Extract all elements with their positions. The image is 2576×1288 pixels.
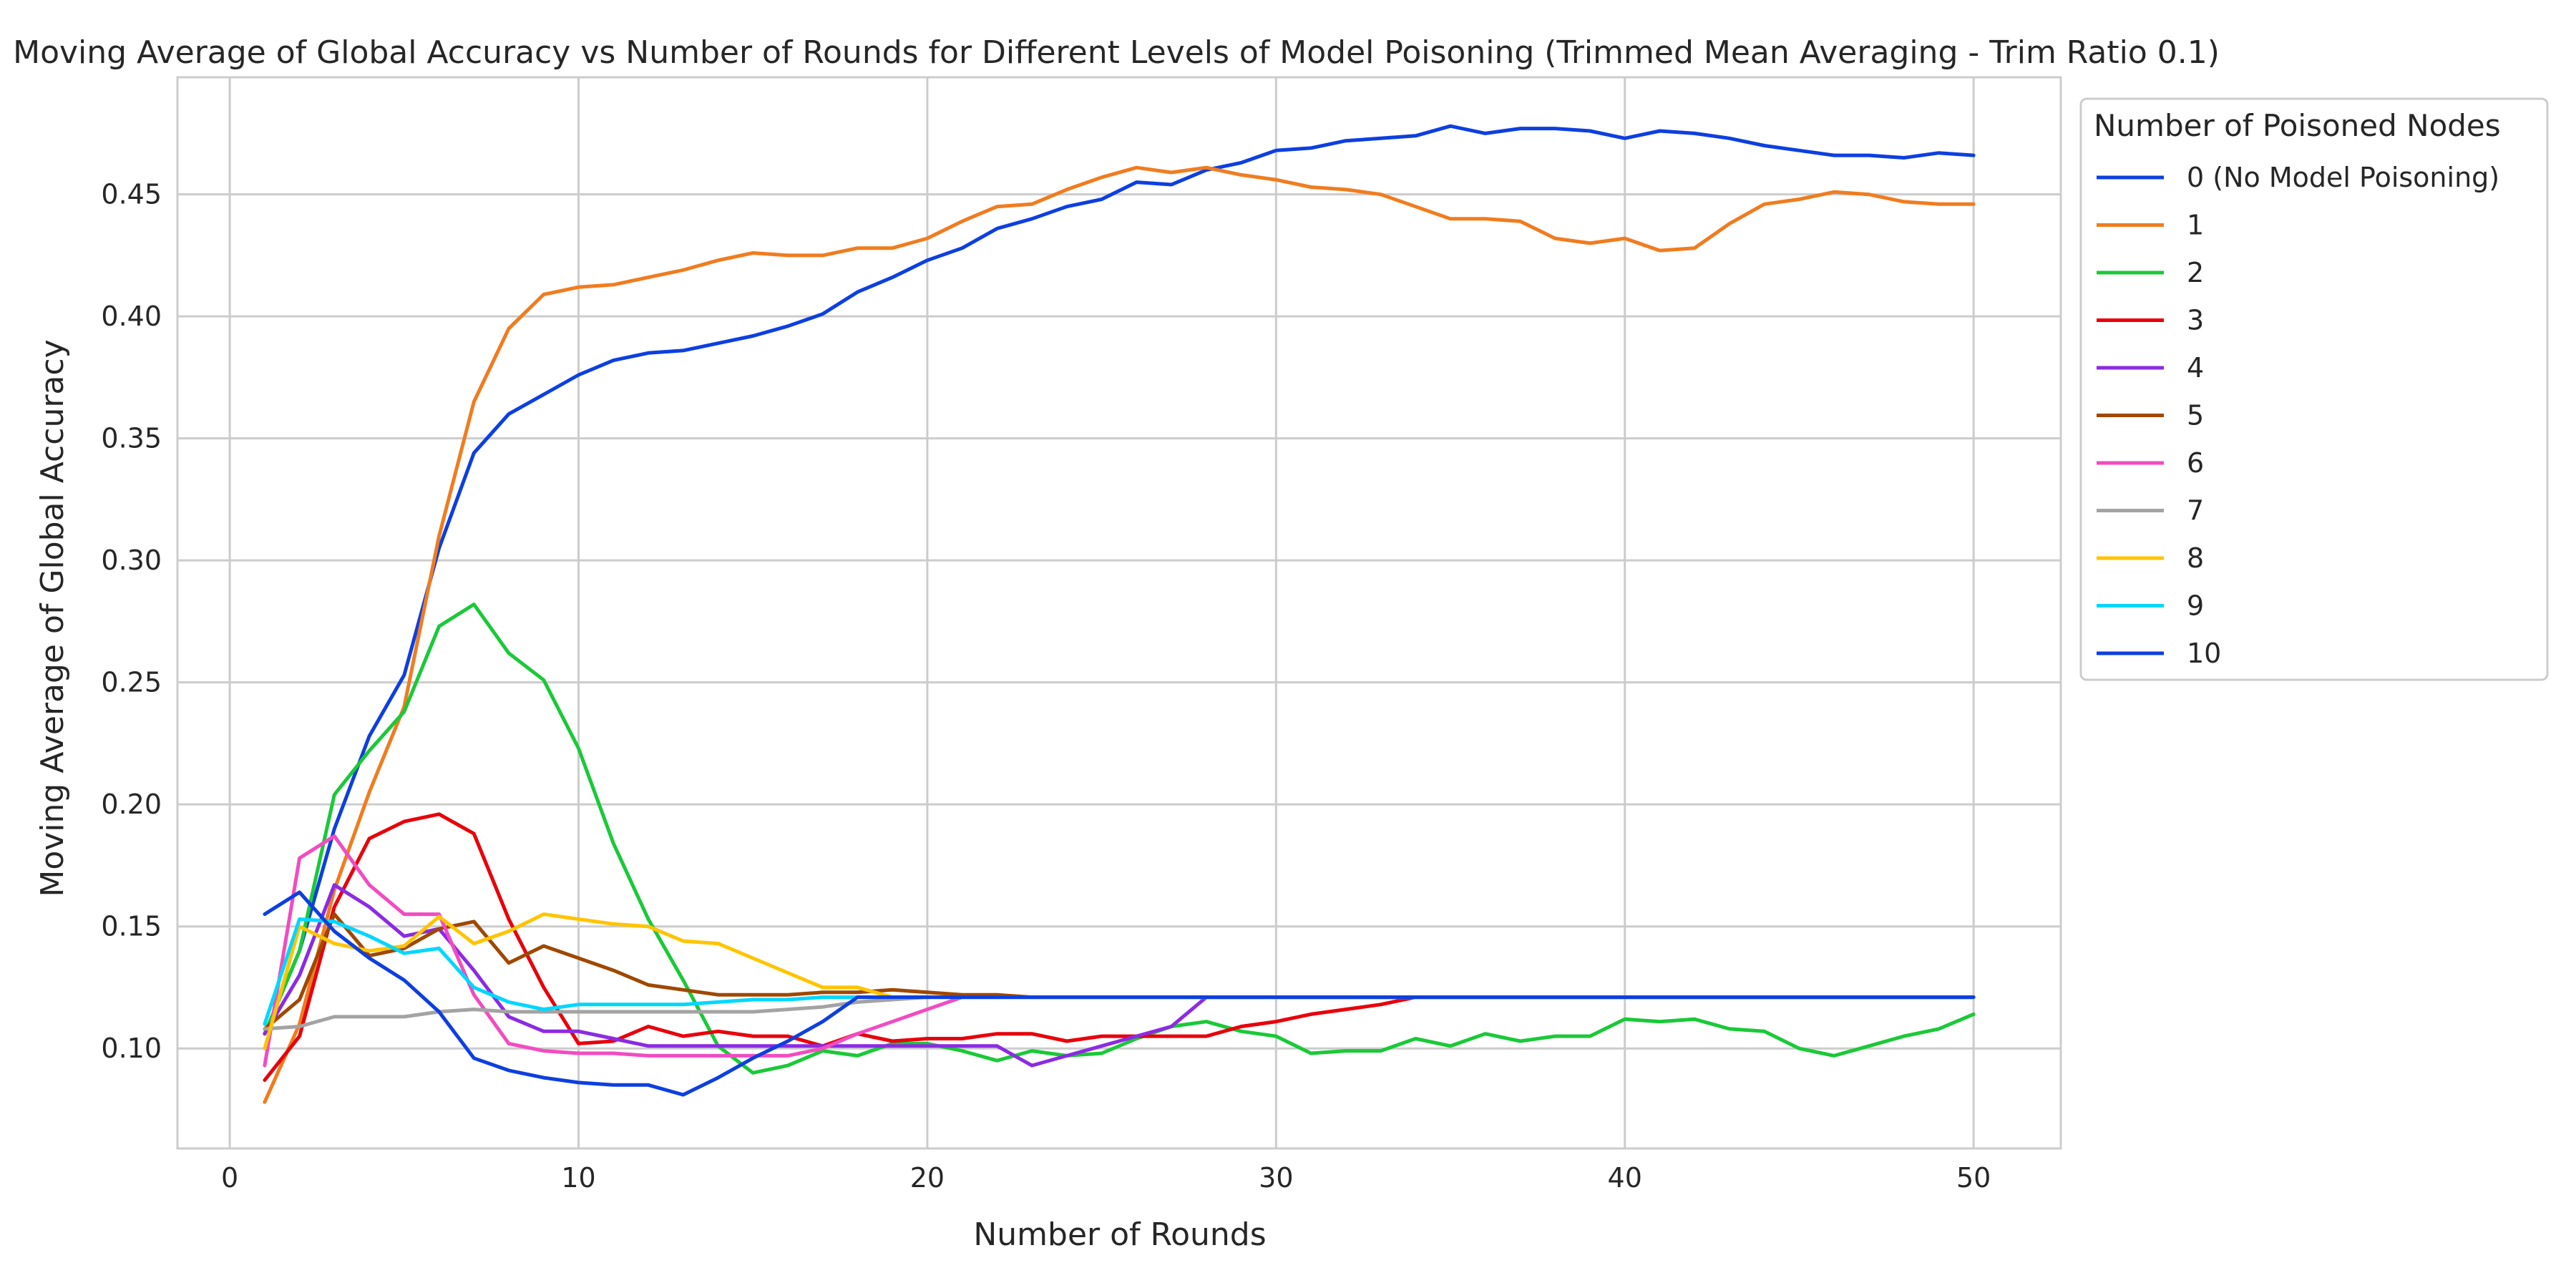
series-line-0 <box>263 124 1976 1036</box>
series-layer <box>263 124 1976 1104</box>
series-line-10 <box>263 890 1976 1097</box>
legend-title: Number of Poisoned Nodes <box>2094 108 2501 143</box>
grid <box>177 77 2061 1148</box>
legend: Number of Poisoned Nodes 0 (No Model Poi… <box>2079 97 2549 681</box>
legend-frame <box>2079 97 2549 681</box>
legend-label-6: 6 <box>2187 447 2204 479</box>
plot-frame <box>176 76 2062 1150</box>
chart-title: Moving Average of Global Accuracy vs Num… <box>13 34 2220 71</box>
series-line-1 <box>263 165 1976 1104</box>
x-tick-label: 40 <box>1608 1162 1642 1194</box>
y-tick-label: 0.40 <box>101 301 162 332</box>
y-axis-label: Moving Average of Global Accuracy <box>34 339 71 897</box>
legend-label-1: 1 <box>2187 210 2204 241</box>
y-tick-label: 0.20 <box>101 789 162 820</box>
x-axis-label: Number of Rounds <box>973 1216 1266 1253</box>
legend-label-0: 0 (No Model Poisoning) <box>2187 162 2499 193</box>
legend-label-4: 4 <box>2187 352 2204 384</box>
legend-items: 0 (No Model Poisoning) 1 2 3 4 5 6 7 8 9 10 <box>2097 162 2499 669</box>
y-tick-label: 0.15 <box>101 911 162 942</box>
series-line-2 <box>263 602 1976 1075</box>
y-tick-label: 0.45 <box>101 179 162 210</box>
legend-label-3: 3 <box>2187 305 2204 336</box>
x-tick-label: 20 <box>910 1162 945 1194</box>
x-tick-label: 30 <box>1259 1162 1293 1194</box>
legend-label-5: 5 <box>2187 400 2204 431</box>
y-tick-label: 0.30 <box>101 545 162 576</box>
legend-label-10: 10 <box>2187 638 2221 669</box>
x-ticks: 0 10 20 30 40 50 <box>221 1162 1991 1194</box>
x-tick-label: 10 <box>561 1162 595 1194</box>
x-tick-label: 0 <box>221 1162 238 1194</box>
y-tick-label: 0.25 <box>101 667 162 698</box>
legend-label-9: 9 <box>2187 590 2204 622</box>
legend-label-2: 2 <box>2187 257 2204 288</box>
y-tick-label: 0.10 <box>101 1033 162 1064</box>
legend-label-8: 8 <box>2187 542 2204 574</box>
legend-label-7: 7 <box>2187 495 2204 527</box>
y-tick-label: 0.35 <box>101 423 162 454</box>
x-tick-label: 50 <box>1956 1162 1991 1194</box>
y-ticks: 0.10 0.15 0.20 0.25 0.30 0.35 0.40 0.45 <box>101 179 162 1065</box>
